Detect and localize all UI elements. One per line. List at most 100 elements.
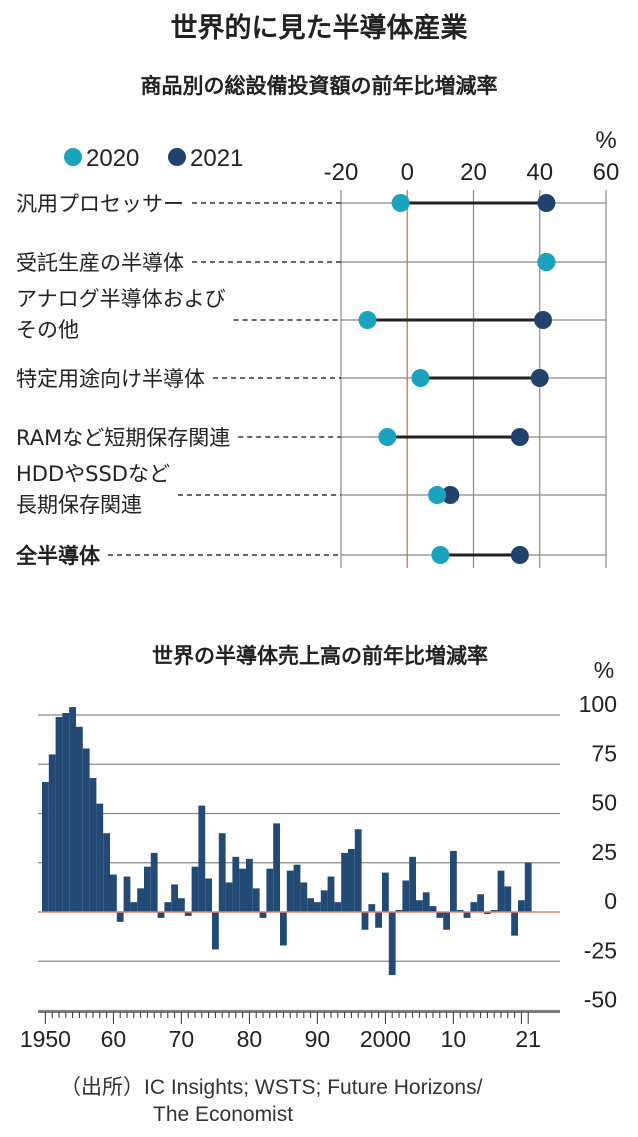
chart2-bar — [463, 912, 471, 918]
chart2-bar — [89, 778, 97, 912]
chart2-bar — [205, 878, 212, 912]
chart2-bar — [150, 852, 158, 912]
chart2-bar — [164, 902, 172, 912]
chart1-point-2021 — [534, 311, 553, 329]
chart2-bar — [361, 912, 369, 930]
chart2-bar — [368, 904, 376, 912]
chart1-point-2020 — [391, 194, 410, 212]
source-line-2: The Economist — [153, 1103, 294, 1126]
chart2-x-tick-label: 60 — [101, 1026, 127, 1052]
chart2-bar — [490, 910, 498, 912]
chart2-bar — [266, 868, 274, 912]
chart2-bar — [116, 912, 124, 922]
chart1-category-label: 特定用途向け半導体 — [16, 367, 205, 391]
chart1-point-2021 — [530, 369, 549, 387]
chart2-bar — [341, 852, 348, 912]
chart2-bar — [402, 880, 410, 912]
chart2-x-tick-label: 10 — [441, 1026, 467, 1052]
chart2-bar — [443, 912, 450, 930]
chart2-bar — [354, 829, 362, 912]
chart2-bar — [375, 912, 382, 928]
chart2-x-tick-label: 70 — [169, 1026, 195, 1052]
chart2-bar — [246, 858, 253, 912]
main-title: 世界的に見た半導体産業 — [170, 13, 468, 44]
chart2-bar — [232, 856, 240, 912]
chart2-y-tick-label: -50 — [584, 987, 617, 1013]
chart1-point-2021 — [510, 546, 529, 564]
chart2-bar — [123, 876, 131, 912]
chart2-y-tick-label: 75 — [591, 740, 617, 766]
chart2-bar — [395, 910, 403, 912]
chart2-bar — [293, 864, 301, 912]
chart1-point-2021 — [537, 194, 556, 212]
legend-marker-2020 — [64, 148, 82, 166]
chart2-title: 世界の半導体売上高の前年比増減率 — [152, 644, 488, 668]
chart2-bar — [259, 912, 267, 918]
chart2-bar — [348, 848, 355, 912]
chart2-bar — [273, 823, 280, 912]
chart2-y-tick-label: -25 — [584, 937, 617, 963]
source-line-1: （出所）IC Insights; WSTS; Future Horizons/ — [60, 1076, 483, 1099]
chart2-y-tick-label: 100 — [579, 691, 617, 717]
chart1-title: 商品別の総設備投資額の前年比増減率 — [140, 74, 498, 98]
chart2-bar — [504, 886, 512, 912]
chart2-bar — [497, 870, 505, 912]
chart1-x-tick-label: 60 — [593, 159, 620, 186]
chart1-point-2020 — [358, 311, 377, 329]
chart1-x-tick-label: 40 — [526, 159, 553, 186]
chart2-bar — [198, 805, 206, 912]
chart1-category-label: 受託生産の半導体 — [16, 251, 184, 275]
chart2-bar — [62, 713, 70, 912]
chart2-y-tick-label: 25 — [591, 839, 617, 865]
chart2-bar — [130, 902, 138, 912]
chart2-bar — [327, 876, 335, 912]
chart2-bar — [511, 912, 518, 936]
chart2-bar — [69, 707, 76, 912]
chart2-bar — [286, 870, 294, 912]
chart2-x-tick-label: 90 — [305, 1026, 331, 1052]
chart2-y-tick-label: 0 — [604, 888, 617, 914]
chart2-bar — [239, 868, 246, 912]
chart2-bar — [191, 866, 199, 912]
chart2-unit-label: % — [594, 657, 614, 683]
chart2-bar — [225, 882, 233, 912]
chart1-x-tick-label: 0 — [401, 159, 414, 186]
chart1-category-label: 汎用プロセッサー — [16, 192, 184, 216]
chart1-category-label: RAMなど短期保存関連 — [16, 426, 230, 450]
chart2-bar — [42, 781, 49, 912]
chart2-bar — [76, 726, 83, 912]
chart2-bar — [320, 890, 328, 912]
chart1-category-label: アナログ半導体および — [16, 287, 226, 311]
chart2-bar — [382, 872, 389, 912]
chart2-bar — [518, 900, 525, 912]
legend-label-2020: 2020 — [86, 145, 139, 172]
chart2-bar — [300, 882, 308, 912]
chart1-point-2021 — [510, 428, 529, 446]
chart2-bar — [470, 902, 478, 912]
chart2-bar — [409, 856, 416, 912]
chart2-bar — [314, 902, 321, 912]
chart2-bar — [184, 912, 192, 916]
legend-marker-2021 — [168, 148, 186, 166]
chart1-category-label: その他 — [16, 318, 79, 342]
chart2-bar — [110, 874, 117, 912]
chart2-x-tick-label: 2000 — [360, 1026, 411, 1052]
chart2-bar — [171, 884, 178, 912]
chart1-point-2021 — [441, 486, 460, 504]
chart2-bar — [388, 912, 396, 976]
chart2-bar — [144, 866, 151, 912]
source-note: （出所）IC Insights; WSTS; Future Horizons/ … — [60, 1074, 620, 1128]
chart1-point-2020 — [378, 428, 397, 446]
chart2-y-tick-label: 50 — [591, 790, 617, 816]
chart2-bar — [456, 910, 464, 912]
chart1-x-tick-label: 20 — [460, 159, 487, 186]
chart1-unit-label: % — [595, 127, 616, 154]
chart1-category-label: HDDやSSDなど — [16, 462, 170, 486]
chart2-bar — [416, 900, 423, 912]
chart2-bar — [422, 892, 430, 912]
chart2-bar — [48, 754, 56, 912]
chart1-x-tick-label: -20 — [324, 159, 359, 186]
chart2-bar — [429, 906, 437, 912]
chart2-bar — [137, 888, 144, 912]
chart2-bar — [280, 912, 287, 946]
